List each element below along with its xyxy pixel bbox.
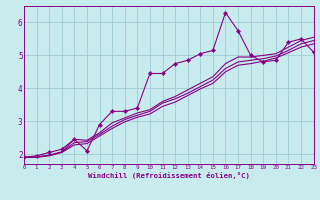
X-axis label: Windchill (Refroidissement éolien,°C): Windchill (Refroidissement éolien,°C)	[88, 172, 250, 179]
